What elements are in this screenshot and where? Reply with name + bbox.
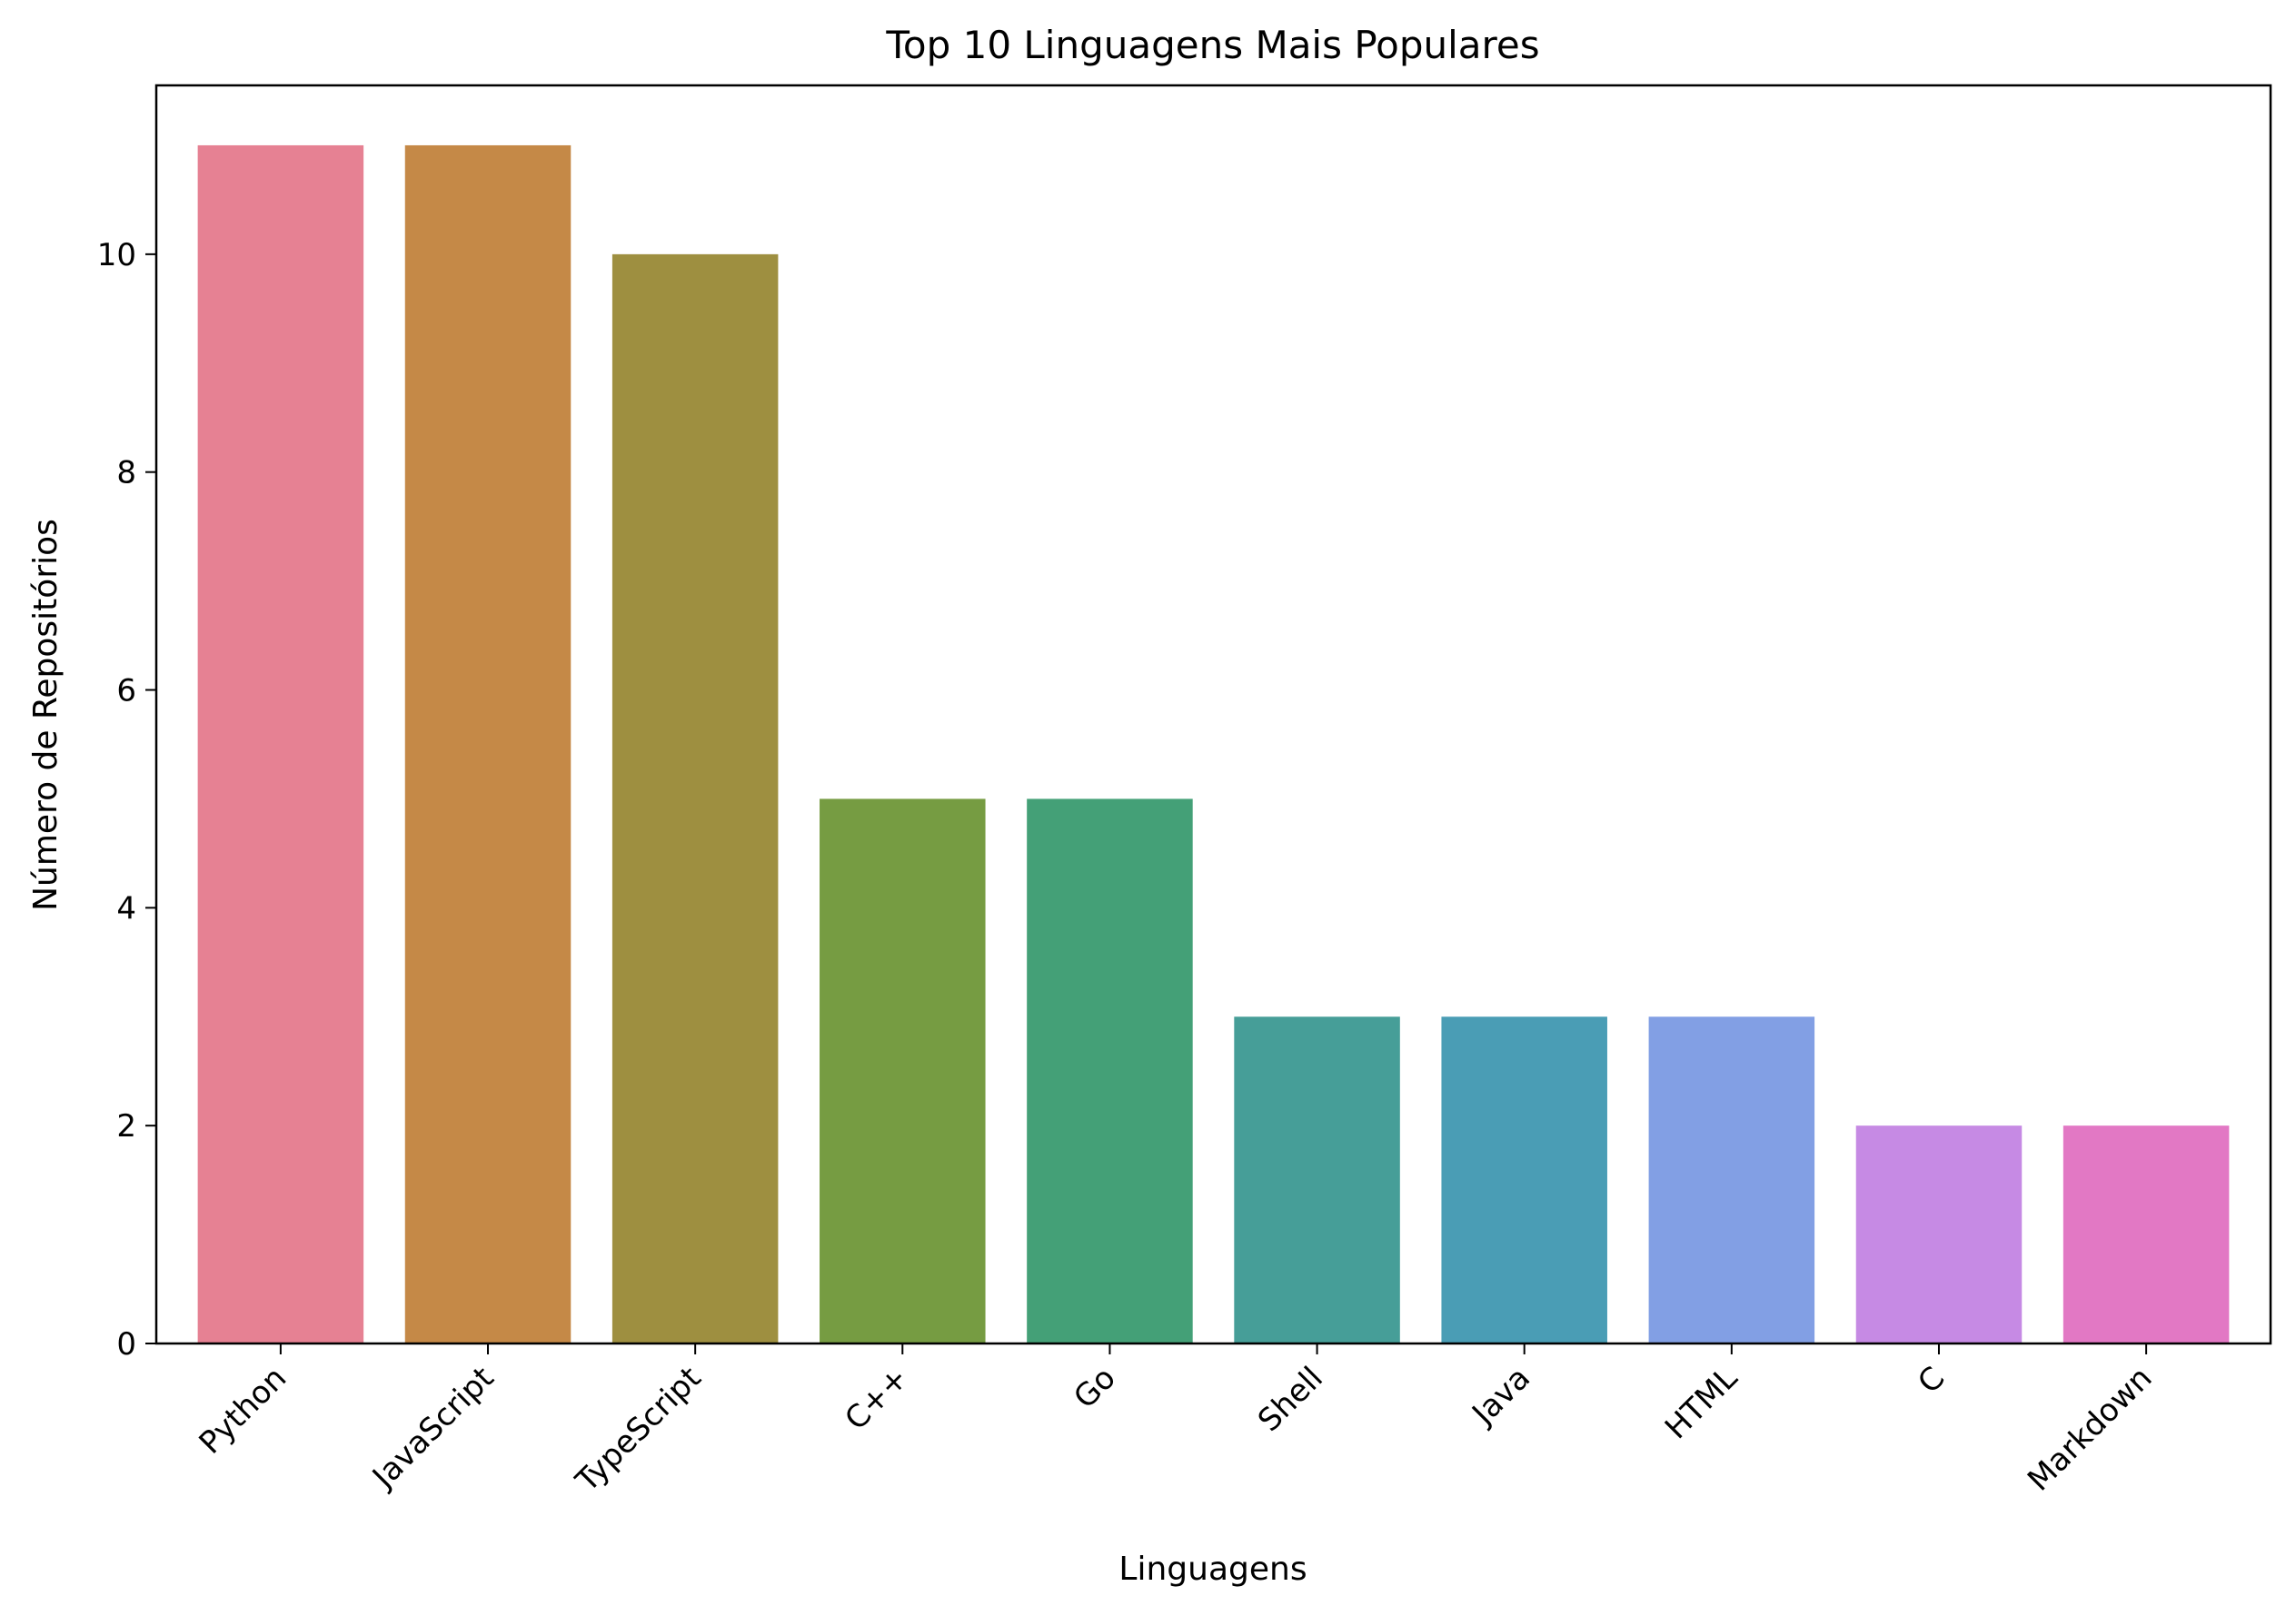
- y-tick-label: 0: [116, 1326, 136, 1363]
- bar-python: [197, 144, 364, 1344]
- y-tick-label: 2: [116, 1108, 136, 1145]
- x-tick-label: Python: [193, 1360, 294, 1462]
- x-axis-ticks: Python JavaScript TypeScript C++ Go Shell Java…: [193, 1343, 2159, 1500]
- bar-html: [1648, 1016, 1815, 1343]
- bar-javascript: [404, 144, 572, 1344]
- x-tick-label: C++: [838, 1360, 915, 1437]
- plot-frame: [154, 84, 2272, 1345]
- bar-java: [1441, 1016, 1607, 1343]
- x-axis-label: Linguagens: [1118, 1551, 1307, 1588]
- bar-go: [1027, 798, 1193, 1343]
- x-tick-label: Go: [1067, 1360, 1123, 1416]
- y-tick-label: 6: [116, 673, 136, 709]
- x-tick-label: HTML: [1658, 1360, 1744, 1446]
- bar-ccpp: [820, 798, 986, 1343]
- x-tick-label: TypeScript: [569, 1360, 709, 1500]
- y-tick-label: 8: [116, 455, 136, 491]
- x-tick-label: C: [1911, 1360, 1952, 1401]
- x-tick-label: Shell: [1251, 1360, 1330, 1439]
- bars-group: [197, 144, 2230, 1344]
- chart-title: Top 10 Linguagens Mais Populares: [885, 23, 1539, 67]
- bar-markdown: [2062, 1125, 2230, 1343]
- y-axis-label: Número de Repositórios: [27, 519, 65, 911]
- bar-typescript: [611, 253, 779, 1343]
- x-tick-label: Markdown: [2021, 1360, 2159, 1498]
- y-tick-label: 10: [97, 237, 136, 273]
- bar-shell: [1234, 1016, 1400, 1343]
- x-tick-label: JavaScript: [364, 1360, 501, 1496]
- y-axis-ticks: 0 2 4 6 8 10: [97, 237, 156, 1363]
- x-tick-label: Java: [1465, 1360, 1537, 1433]
- bar-c: [1855, 1125, 2023, 1343]
- y-tick-label: 4: [116, 890, 136, 927]
